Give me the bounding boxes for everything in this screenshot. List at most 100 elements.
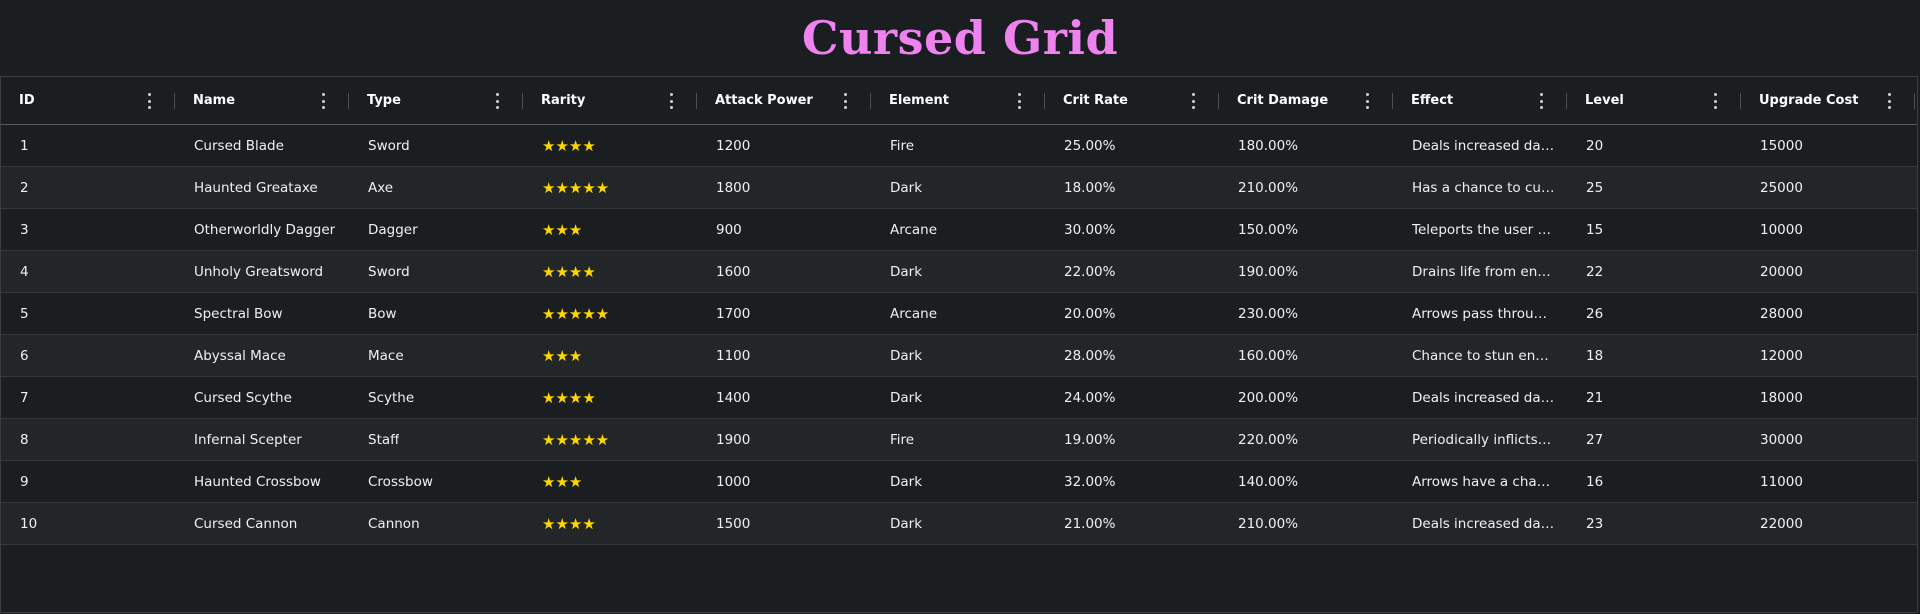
cell-crit-rate[interactable]: 22.00% [1045, 251, 1219, 292]
cell-name[interactable]: Unholy Greatsword [175, 251, 349, 292]
cell-crit-rate[interactable]: 25.00% [1045, 125, 1219, 166]
cell-crit-rate[interactable]: 20.00% [1045, 293, 1219, 334]
cell-crit-rate[interactable]: 32.00% [1045, 461, 1219, 502]
table-row[interactable]: 9 Haunted Crossbow Crossbow ★★★ 1000 Dark 32.0… [1, 461, 1917, 503]
cell-element[interactable]: Dark [871, 167, 1045, 208]
cell-attack-power[interactable]: 1100 [697, 335, 871, 376]
cell-effect[interactable]: Drains life from enemies [1393, 251, 1567, 292]
column-header-rarity[interactable]: Rarity [523, 77, 697, 124]
column-resize-handle[interactable] [870, 93, 871, 109]
cell-rarity[interactable]: ★★★★ [523, 125, 697, 166]
table-row[interactable]: 1 Cursed Blade Sword ★★★★ 1200 Fire 25.00% 180.… [1, 125, 1917, 167]
cell-element[interactable]: Fire [871, 419, 1045, 460]
cell-rarity[interactable]: ★★★★ [523, 251, 697, 292]
cell-upgrade-cost[interactable]: 20000 [1741, 251, 1915, 292]
column-resize-handle[interactable] [348, 93, 349, 109]
cell-effect[interactable]: Arrows have a chance to haunt enemies [1393, 461, 1567, 502]
table-row[interactable]: 6 Abyssal Mace Mace ★★★ 1100 Dark 28.00% 160.00… [1, 335, 1917, 377]
column-resize-handle[interactable] [1914, 93, 1915, 109]
cell-id[interactable]: 8 [1, 419, 175, 460]
table-row[interactable]: 8 Infernal Scepter Staff ★★★★★ 1900 Fire 19.00… [1, 419, 1917, 461]
cell-id[interactable]: 3 [1, 209, 175, 250]
cell-attack-power[interactable]: 1000 [697, 461, 871, 502]
cell-type[interactable]: Scythe [349, 377, 523, 418]
column-menu-icon[interactable] [1713, 93, 1717, 109]
cell-crit-damage[interactable]: 160.00% [1219, 335, 1393, 376]
column-header-id[interactable]: ID [1, 77, 175, 124]
cell-level[interactable]: 18 [1567, 335, 1741, 376]
cell-upgrade-cost[interactable]: 11000 [1741, 461, 1915, 502]
cell-id[interactable]: 6 [1, 335, 175, 376]
cell-upgrade-cost[interactable]: 22000 [1741, 503, 1915, 544]
cell-crit-damage[interactable]: 140.00% [1219, 461, 1393, 502]
cell-crit-damage[interactable]: 230.00% [1219, 293, 1393, 334]
cell-upgrade-cost[interactable]: 25000 [1741, 167, 1915, 208]
column-menu-icon[interactable] [1365, 93, 1369, 109]
column-header-crit-rate[interactable]: Crit Rate [1045, 77, 1219, 124]
cell-type[interactable]: Dagger [349, 209, 523, 250]
cell-crit-damage[interactable]: 190.00% [1219, 251, 1393, 292]
table-row[interactable]: 7 Cursed Scythe Scythe ★★★★ 1400 Dark 24.00% 20… [1, 377, 1917, 419]
cell-crit-rate[interactable]: 28.00% [1045, 335, 1219, 376]
cell-effect[interactable]: Chance to stun enemies [1393, 335, 1567, 376]
cell-crit-damage[interactable]: 180.00% [1219, 125, 1393, 166]
cell-rarity[interactable]: ★★★ [523, 335, 697, 376]
column-header-attack-power[interactable]: Attack Power [697, 77, 871, 124]
column-resize-handle[interactable] [1740, 93, 1741, 109]
cell-attack-power[interactable]: 1700 [697, 293, 871, 334]
cell-name[interactable]: Otherworldly Dagger [175, 209, 349, 250]
cell-name[interactable]: Haunted Greataxe [175, 167, 349, 208]
cell-upgrade-cost[interactable]: 15000 [1741, 125, 1915, 166]
cell-level[interactable]: 20 [1567, 125, 1741, 166]
table-row[interactable]: 2 Haunted Greataxe Axe ★★★★★ 1800 Dark 18.00% 2… [1, 167, 1917, 209]
cell-level[interactable]: 25 [1567, 167, 1741, 208]
column-resize-handle[interactable] [696, 93, 697, 109]
cell-level[interactable]: 15 [1567, 209, 1741, 250]
cell-id[interactable]: 10 [1, 503, 175, 544]
column-resize-handle[interactable] [1566, 93, 1567, 109]
cell-name[interactable]: Abyssal Mace [175, 335, 349, 376]
cell-crit-damage[interactable]: 210.00% [1219, 503, 1393, 544]
cell-crit-rate[interactable]: 19.00% [1045, 419, 1219, 460]
cell-attack-power[interactable]: 1900 [697, 419, 871, 460]
cell-upgrade-cost[interactable]: 10000 [1741, 209, 1915, 250]
cell-crit-damage[interactable]: 200.00% [1219, 377, 1393, 418]
cell-attack-power[interactable]: 1500 [697, 503, 871, 544]
cell-rarity[interactable]: ★★★ [523, 209, 697, 250]
cell-id[interactable]: 4 [1, 251, 175, 292]
column-menu-icon[interactable] [1539, 93, 1543, 109]
cell-type[interactable]: Staff [349, 419, 523, 460]
cell-id[interactable]: 2 [1, 167, 175, 208]
cell-rarity[interactable]: ★★★★★ [523, 167, 697, 208]
column-resize-handle[interactable] [1044, 93, 1045, 109]
cell-rarity[interactable]: ★★★ [523, 461, 697, 502]
cell-crit-rate[interactable]: 30.00% [1045, 209, 1219, 250]
column-header-name[interactable]: Name [175, 77, 349, 124]
column-menu-icon[interactable] [147, 93, 151, 109]
column-menu-icon[interactable] [843, 93, 847, 109]
column-menu-icon[interactable] [1017, 93, 1021, 109]
cell-attack-power[interactable]: 1600 [697, 251, 871, 292]
cell-element[interactable]: Dark [871, 461, 1045, 502]
cell-upgrade-cost[interactable]: 28000 [1741, 293, 1915, 334]
column-header-type[interactable]: Type [349, 77, 523, 124]
column-menu-icon[interactable] [1887, 93, 1891, 109]
cell-attack-power[interactable]: 900 [697, 209, 871, 250]
cell-crit-rate[interactable]: 21.00% [1045, 503, 1219, 544]
column-menu-icon[interactable] [495, 93, 499, 109]
cell-element[interactable]: Arcane [871, 209, 1045, 250]
cell-level[interactable]: 16 [1567, 461, 1741, 502]
cell-upgrade-cost[interactable]: 12000 [1741, 335, 1915, 376]
cell-name[interactable]: Cursed Scythe [175, 377, 349, 418]
cell-effect[interactable]: Has a chance to curse the enemy [1393, 167, 1567, 208]
column-resize-handle[interactable] [1392, 93, 1393, 109]
cell-rarity[interactable]: ★★★★★ [523, 293, 697, 334]
cell-type[interactable]: Sword [349, 125, 523, 166]
column-resize-handle[interactable] [174, 93, 175, 109]
cell-name[interactable]: Cursed Cannon [175, 503, 349, 544]
cell-attack-power[interactable]: 1200 [697, 125, 871, 166]
cell-level[interactable]: 27 [1567, 419, 1741, 460]
cell-upgrade-cost[interactable]: 18000 [1741, 377, 1915, 418]
cell-type[interactable]: Crossbow [349, 461, 523, 502]
cell-id[interactable]: 1 [1, 125, 175, 166]
